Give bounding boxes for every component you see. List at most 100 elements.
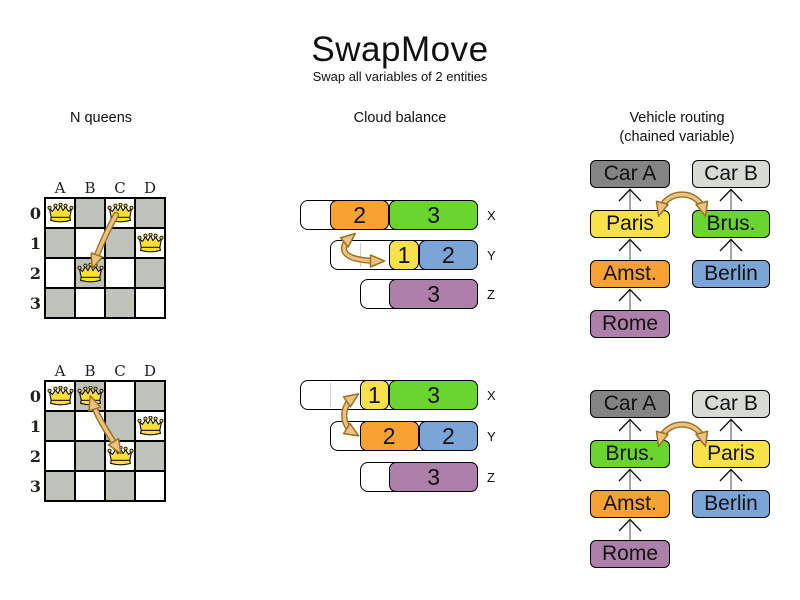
chain-arrowhead-icon	[618, 238, 642, 252]
computer-label: Z	[487, 287, 495, 302]
board-row-label: 2	[29, 264, 41, 283]
computer-label: Y	[487, 248, 496, 263]
board-cell	[105, 228, 135, 258]
board-col-label: D	[143, 362, 157, 380]
chain-arrowhead-icon	[719, 418, 743, 432]
queen	[106, 446, 134, 468]
swap-arrow-outline	[656, 421, 708, 445]
board-cell	[105, 471, 135, 501]
queen-icon	[76, 263, 104, 283]
board-cell	[45, 471, 75, 501]
chain-arrowhead-icon	[618, 518, 642, 532]
queen-icon	[106, 446, 134, 466]
process-block: 3	[389, 200, 478, 230]
queen-icon	[106, 203, 134, 223]
process-block: 3	[389, 279, 478, 309]
board-col-label: C	[114, 362, 126, 380]
board-cell	[45, 288, 75, 318]
chain-box-car-b: Car B	[692, 160, 770, 188]
board-col-label: A	[54, 362, 66, 380]
capacity-tick	[359, 243, 361, 267]
chain-arrowhead-icon	[618, 468, 642, 482]
board-col-label: C	[114, 179, 126, 197]
board-cell	[75, 441, 105, 471]
chain-box-rome: Rome	[590, 540, 670, 568]
queen	[76, 263, 104, 285]
process-block: 1	[389, 240, 419, 270]
capacity-tick	[329, 383, 331, 407]
process-block: 2	[418, 421, 478, 451]
board-cell	[135, 381, 165, 411]
queen	[106, 203, 134, 225]
board-cell	[45, 441, 75, 471]
queen	[136, 233, 164, 255]
board-cell	[105, 411, 135, 441]
process-block: 3	[389, 380, 478, 410]
board-cell	[105, 381, 135, 411]
board-cell	[45, 411, 75, 441]
board-col-label: D	[143, 179, 157, 197]
chain-box-car-b: Car B	[692, 390, 770, 418]
board-row-label: 1	[29, 234, 41, 253]
swap-arrow-outline	[656, 191, 708, 215]
board-cell	[45, 258, 75, 288]
queen-icon	[136, 416, 164, 436]
queen-icon	[46, 203, 74, 223]
queen	[46, 203, 74, 225]
board-col-label: A	[54, 179, 66, 197]
board-cell	[135, 288, 165, 318]
chain-box-berlin: Berlin	[692, 490, 770, 518]
computer-label: Z	[487, 470, 495, 485]
queen-icon	[136, 233, 164, 253]
board-row-label: 3	[29, 477, 41, 496]
process-block: 2	[418, 240, 478, 270]
board-cell	[75, 198, 105, 228]
board-cell	[105, 258, 135, 288]
chain-box-paris: Paris	[590, 210, 670, 238]
board-cell	[135, 198, 165, 228]
nqueens-title: N queens	[69, 110, 133, 126]
board-row-label: 0	[29, 387, 41, 406]
chain-box-brus: Brus.	[692, 210, 770, 238]
board-cell	[45, 228, 75, 258]
queen	[136, 416, 164, 438]
cloud-balance-title: Cloud balance	[353, 110, 447, 126]
chain-arrowhead-icon	[618, 418, 642, 432]
chain-box-brus: Brus.	[590, 440, 670, 468]
process-block: 2	[330, 200, 390, 230]
vehicle-routing-subtitle: (chained variable)	[619, 129, 735, 145]
page-title: SwapMove	[311, 30, 489, 69]
chain-arrowhead-icon	[618, 288, 642, 302]
computer-label: X	[487, 208, 496, 223]
page-subtitle: Swap all variables of 2 entities	[312, 69, 488, 84]
chain-box-paris: Paris	[692, 440, 770, 468]
board-cell	[135, 471, 165, 501]
board-col-label: B	[84, 179, 96, 197]
board-row-label: 2	[29, 447, 41, 466]
chain-box-amst: Amst.	[590, 490, 670, 518]
board-cell	[105, 288, 135, 318]
board-row-label: 0	[29, 204, 41, 223]
board-cell	[75, 228, 105, 258]
board-cell	[75, 471, 105, 501]
queen-icon	[76, 386, 104, 406]
board-row-label: 3	[29, 294, 41, 313]
board-cell	[135, 441, 165, 471]
chain-box-rome: Rome	[590, 310, 670, 338]
vehicle-routing-title: Vehicle routing	[629, 110, 725, 126]
chain-box-car-a: Car A	[590, 160, 670, 188]
chain-arrowhead-icon	[719, 468, 743, 482]
chain-arrowhead-icon	[618, 188, 642, 202]
process-block: 3	[389, 462, 478, 492]
board-col-label: B	[84, 362, 96, 380]
queen	[46, 386, 74, 408]
chain-arrowhead-icon	[719, 188, 743, 202]
computer-label: X	[487, 388, 496, 403]
chain-box-car-a: Car A	[590, 390, 670, 418]
board-cell	[75, 411, 105, 441]
queen	[76, 386, 104, 408]
queen-icon	[46, 386, 74, 406]
